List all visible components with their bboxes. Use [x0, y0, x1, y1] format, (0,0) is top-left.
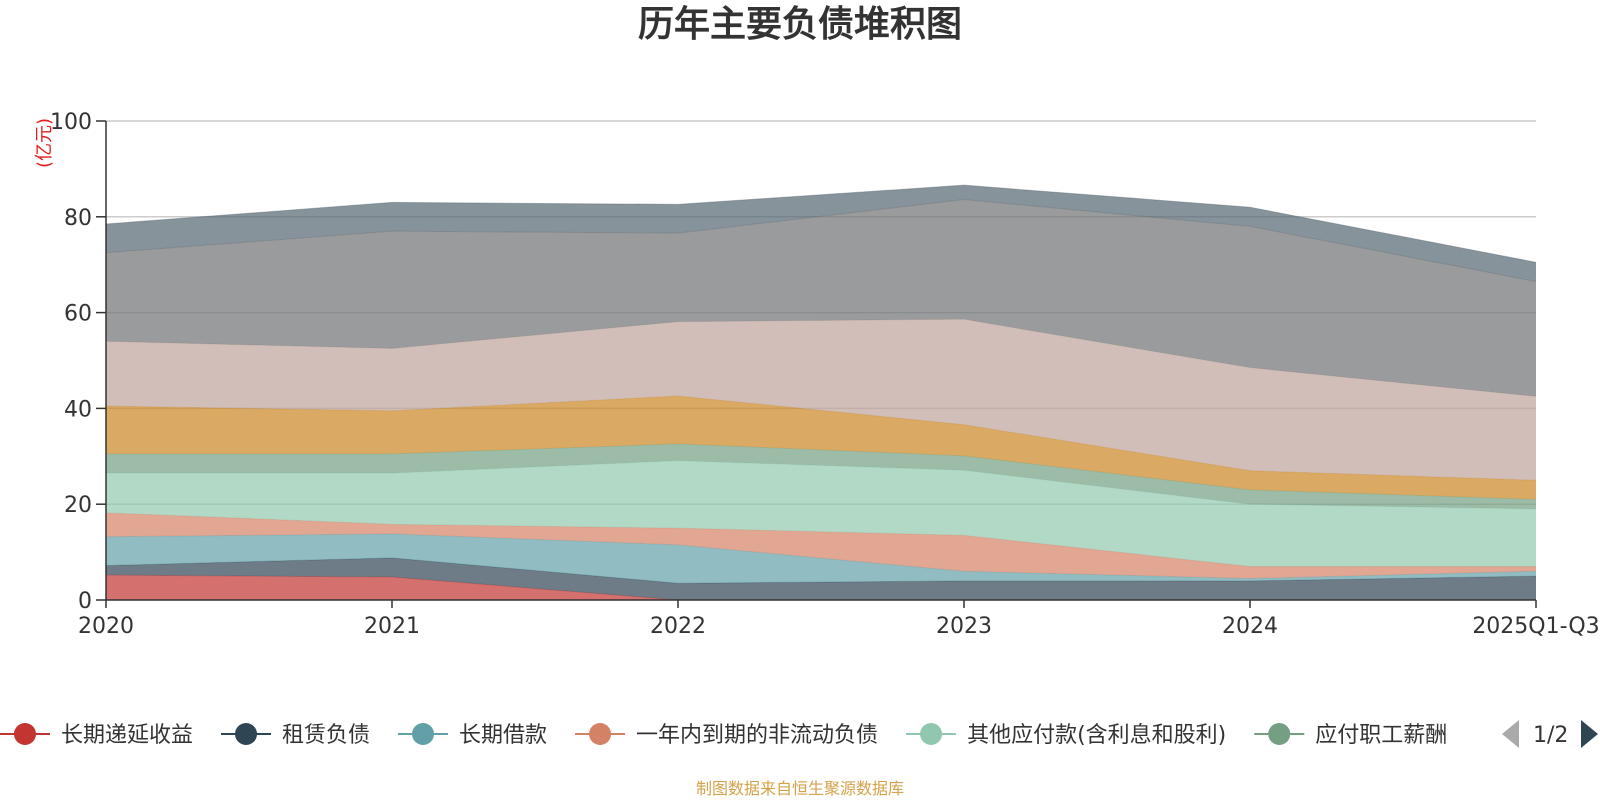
legend-marker-2 [412, 723, 435, 745]
legend-marker-3 [589, 723, 612, 745]
y-tick-label-20: 20 [64, 493, 92, 518]
chart-legend: 长期递延收益 租赁负债 长期借款 一年内到期的非流动负债 其他应付款(含利息和股利) 应付… [0, 720, 1598, 748]
y-tick-label-0: 0 [78, 589, 92, 614]
legend-next-icon[interactable] [1581, 720, 1598, 748]
area-series-7 [106, 319, 1536, 481]
legend-label-5: 应付职工薪酬 [1315, 723, 1447, 748]
area-series-6 [106, 395, 1536, 500]
area-series-layer [105, 184, 1537, 601]
legend-marker-0 [14, 723, 36, 745]
area-series-3 [106, 512, 1536, 579]
legend-marker-1 [235, 723, 258, 745]
legend-page-indicator: 1/2 [1533, 723, 1568, 748]
x-tick-label-5: 2025Q1-Q3 [1472, 614, 1599, 639]
legend-label-2: 长期借款 [459, 723, 547, 748]
x-tick-label-0: 2020 [78, 614, 134, 639]
x-tick-label-1: 2021 [364, 614, 420, 639]
area-series-0 [106, 575, 1536, 600]
area-series-8 [106, 199, 1536, 397]
legend-label-0: 长期递延收益 [61, 723, 193, 748]
y-tick-label-60: 60 [64, 302, 92, 327]
area-series-1 [106, 557, 1536, 600]
series-9 [105, 184, 1537, 282]
legend-item-4[interactable]: 其他应付款(含利息和股利) [906, 723, 1226, 748]
area-series-2 [106, 533, 1536, 584]
series-7 [105, 318, 1537, 481]
legend-label-4: 其他应付款(含利息和股利) [967, 723, 1226, 748]
area-edge-7 [105, 318, 1537, 397]
legend-marker-5 [1268, 723, 1291, 745]
x-tick-label-2: 2022 [650, 614, 706, 639]
legend-label-1: 租赁负债 [282, 723, 370, 748]
y-axis-unit-label: (亿元) [34, 118, 55, 168]
x-tick-label-3: 2023 [936, 614, 992, 639]
y-tick-label-40: 40 [64, 397, 92, 422]
y-tick-label-80: 80 [64, 206, 92, 231]
axes: 0 20 40 60 80 100 2020 2021 2022 2023 2024 2025Q1-Q… [50, 110, 1600, 639]
legend-prev-icon[interactable] [1502, 720, 1519, 748]
chart-title: 历年主要负债堆积图 [637, 4, 962, 45]
x-tick-label-4: 2024 [1222, 614, 1278, 639]
legend-item-0[interactable]: 长期递延收益 [0, 723, 193, 748]
area-series-9 [106, 185, 1536, 282]
legend-marker-4 [920, 723, 943, 745]
legend-item-3[interactable]: 一年内到期的非流动负债 [575, 723, 878, 748]
area-edge-9 [105, 184, 1537, 263]
y-tick-label-100: 100 [50, 110, 92, 135]
area-series-5 [106, 443, 1536, 509]
area-series-4 [106, 460, 1536, 567]
legend-label-3: 一年内到期的非流动负债 [636, 723, 878, 748]
source-note: 制图数据来自恒生聚源数据库 [695, 779, 904, 798]
legend-item-1[interactable]: 租赁负债 [221, 723, 370, 748]
legend-item-2[interactable]: 长期借款 [398, 723, 547, 748]
legend-item-5[interactable]: 应付职工薪酬 [1254, 723, 1447, 748]
